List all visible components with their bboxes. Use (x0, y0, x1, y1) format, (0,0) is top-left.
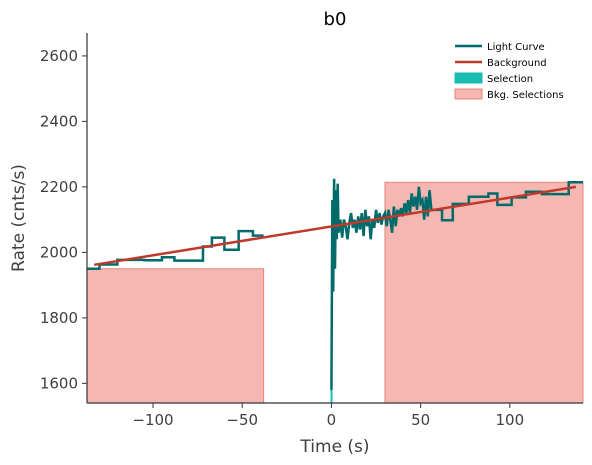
legend-label-1: Background (487, 58, 547, 69)
selection-region (330, 383, 333, 403)
axes: −100 −50 0 50 100 1600 1800 2000 2200 2400 2600 (40, 33, 583, 429)
bkg-selection-region-0 (86, 268, 265, 404)
light-curve-pre-steps (87, 229, 264, 271)
legend-swatch-3 (454, 88, 483, 100)
y-tick-label-5: 2600 (40, 47, 78, 65)
legend-label-0: Light Curve (487, 42, 545, 53)
y-tick-label-3: 2200 (40, 178, 78, 196)
legend-label-3: Bkg. Selections (487, 90, 564, 101)
y-axis-title: Rate (cnts/s) (9, 164, 29, 272)
bkg-selection-region-1 (384, 181, 584, 404)
x-tick-label-2: 0 (327, 411, 337, 429)
y-tick-label-0: 1600 (40, 374, 78, 392)
x-tick-label-1: −50 (226, 411, 258, 429)
legend-label-2: Selection (487, 74, 533, 85)
y-tick-label-4: 2400 (40, 112, 78, 130)
x-axis-title: Time (s) (299, 437, 369, 457)
plot-area (86, 178, 584, 404)
legend-swatch-2 (454, 72, 483, 84)
x-tick-label-3: 50 (411, 411, 430, 429)
x-tick-label-4: 100 (496, 411, 525, 429)
x-tick-label-0: −100 (132, 411, 173, 429)
background-line (93, 185, 577, 267)
chart-title: b0 (324, 9, 347, 30)
y-tick-label-1: 1800 (40, 309, 78, 327)
y-tick-label-2: 2000 (40, 243, 78, 261)
legend: Light Curve Background Selection Bkg. Selec… (454, 42, 564, 101)
